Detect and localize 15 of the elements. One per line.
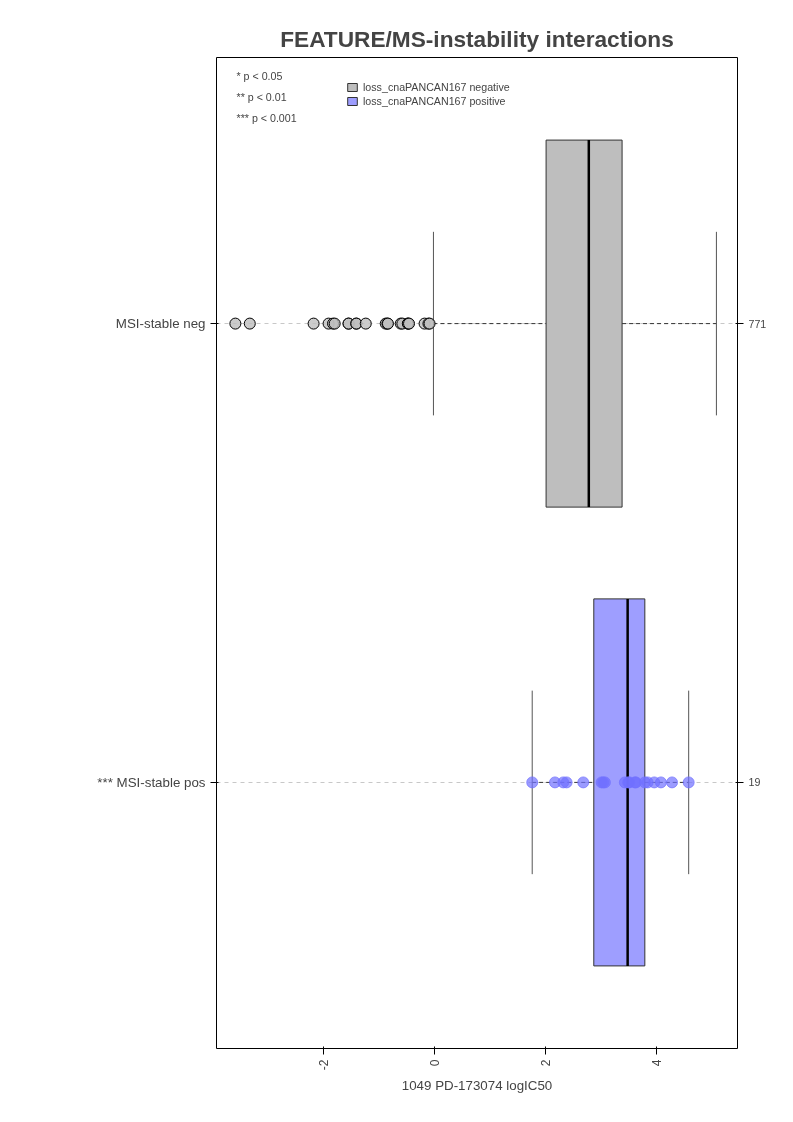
chart-title: FEATURE/MS-instability interactions: [280, 25, 674, 52]
annotation: * p < 0.05: [236, 69, 283, 82]
y-tick-label: *** MSI-stable pos: [97, 774, 206, 790]
legend-label: loss_cnaPANCAN167 negative: [363, 81, 510, 93]
x-tick-label: 2: [539, 1059, 554, 1067]
x-tick-label: 4: [649, 1059, 664, 1067]
x-tick-label: 0: [428, 1059, 443, 1067]
annotation: *** p < 0.001: [236, 111, 297, 124]
x-tick-label: -2: [317, 1059, 332, 1071]
legend-label: loss_cnaPANCAN167 positive: [363, 95, 506, 107]
x-axis-title: 1049 PD-173074 logIC50: [401, 1078, 553, 1094]
text: 19: [748, 776, 761, 789]
y-tick-label: MSI-stable neg: [115, 316, 206, 332]
annotation: ** p < 0.01: [236, 90, 287, 103]
text: 771: [748, 317, 767, 330]
